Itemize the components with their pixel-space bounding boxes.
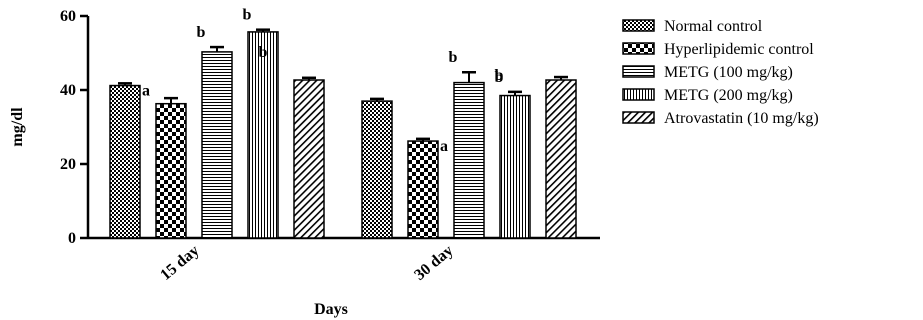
significance-label: b bbox=[449, 49, 458, 66]
y-tick-label: 0 bbox=[68, 230, 76, 247]
bar bbox=[155, 102, 187, 239]
legend-swatch bbox=[622, 111, 655, 124]
x-tick-label: 15 day bbox=[157, 242, 202, 284]
significance-label: b bbox=[495, 69, 504, 86]
bar bbox=[247, 31, 279, 239]
legend-swatch bbox=[622, 88, 655, 101]
y-axis-title: mg/dl bbox=[9, 107, 26, 147]
significance-label: a bbox=[142, 83, 150, 100]
legend-label: Normal control bbox=[664, 18, 763, 35]
legend-swatch bbox=[622, 65, 655, 78]
significance-label: b bbox=[197, 24, 206, 41]
x-tick-label: 30 day bbox=[411, 242, 456, 284]
legend-label: Atrovastatin (10 mg/kg) bbox=[664, 110, 819, 127]
y-tick-label: 20 bbox=[60, 156, 76, 173]
x-axis-title: Days bbox=[314, 301, 348, 318]
legend-label: METG (100 mg/kg) bbox=[664, 64, 793, 81]
bar bbox=[361, 100, 393, 239]
bar bbox=[109, 84, 141, 239]
significance-label: b bbox=[259, 44, 268, 61]
significance-label: b bbox=[495, 67, 504, 84]
legend-swatch bbox=[622, 42, 655, 55]
y-tick-label: 60 bbox=[60, 8, 76, 25]
legend-label: Hyperlipidemic control bbox=[664, 41, 814, 58]
bar bbox=[407, 140, 439, 239]
legend-label: METG (200 mg/kg) bbox=[664, 87, 793, 104]
bar bbox=[293, 79, 325, 239]
bar bbox=[453, 81, 485, 239]
significance-label: a bbox=[440, 138, 448, 155]
y-tick-label: 40 bbox=[60, 82, 76, 99]
bar bbox=[499, 94, 531, 239]
bar bbox=[201, 51, 233, 239]
bar bbox=[545, 79, 577, 239]
legend-swatch bbox=[622, 19, 655, 32]
significance-label: b bbox=[243, 7, 252, 24]
